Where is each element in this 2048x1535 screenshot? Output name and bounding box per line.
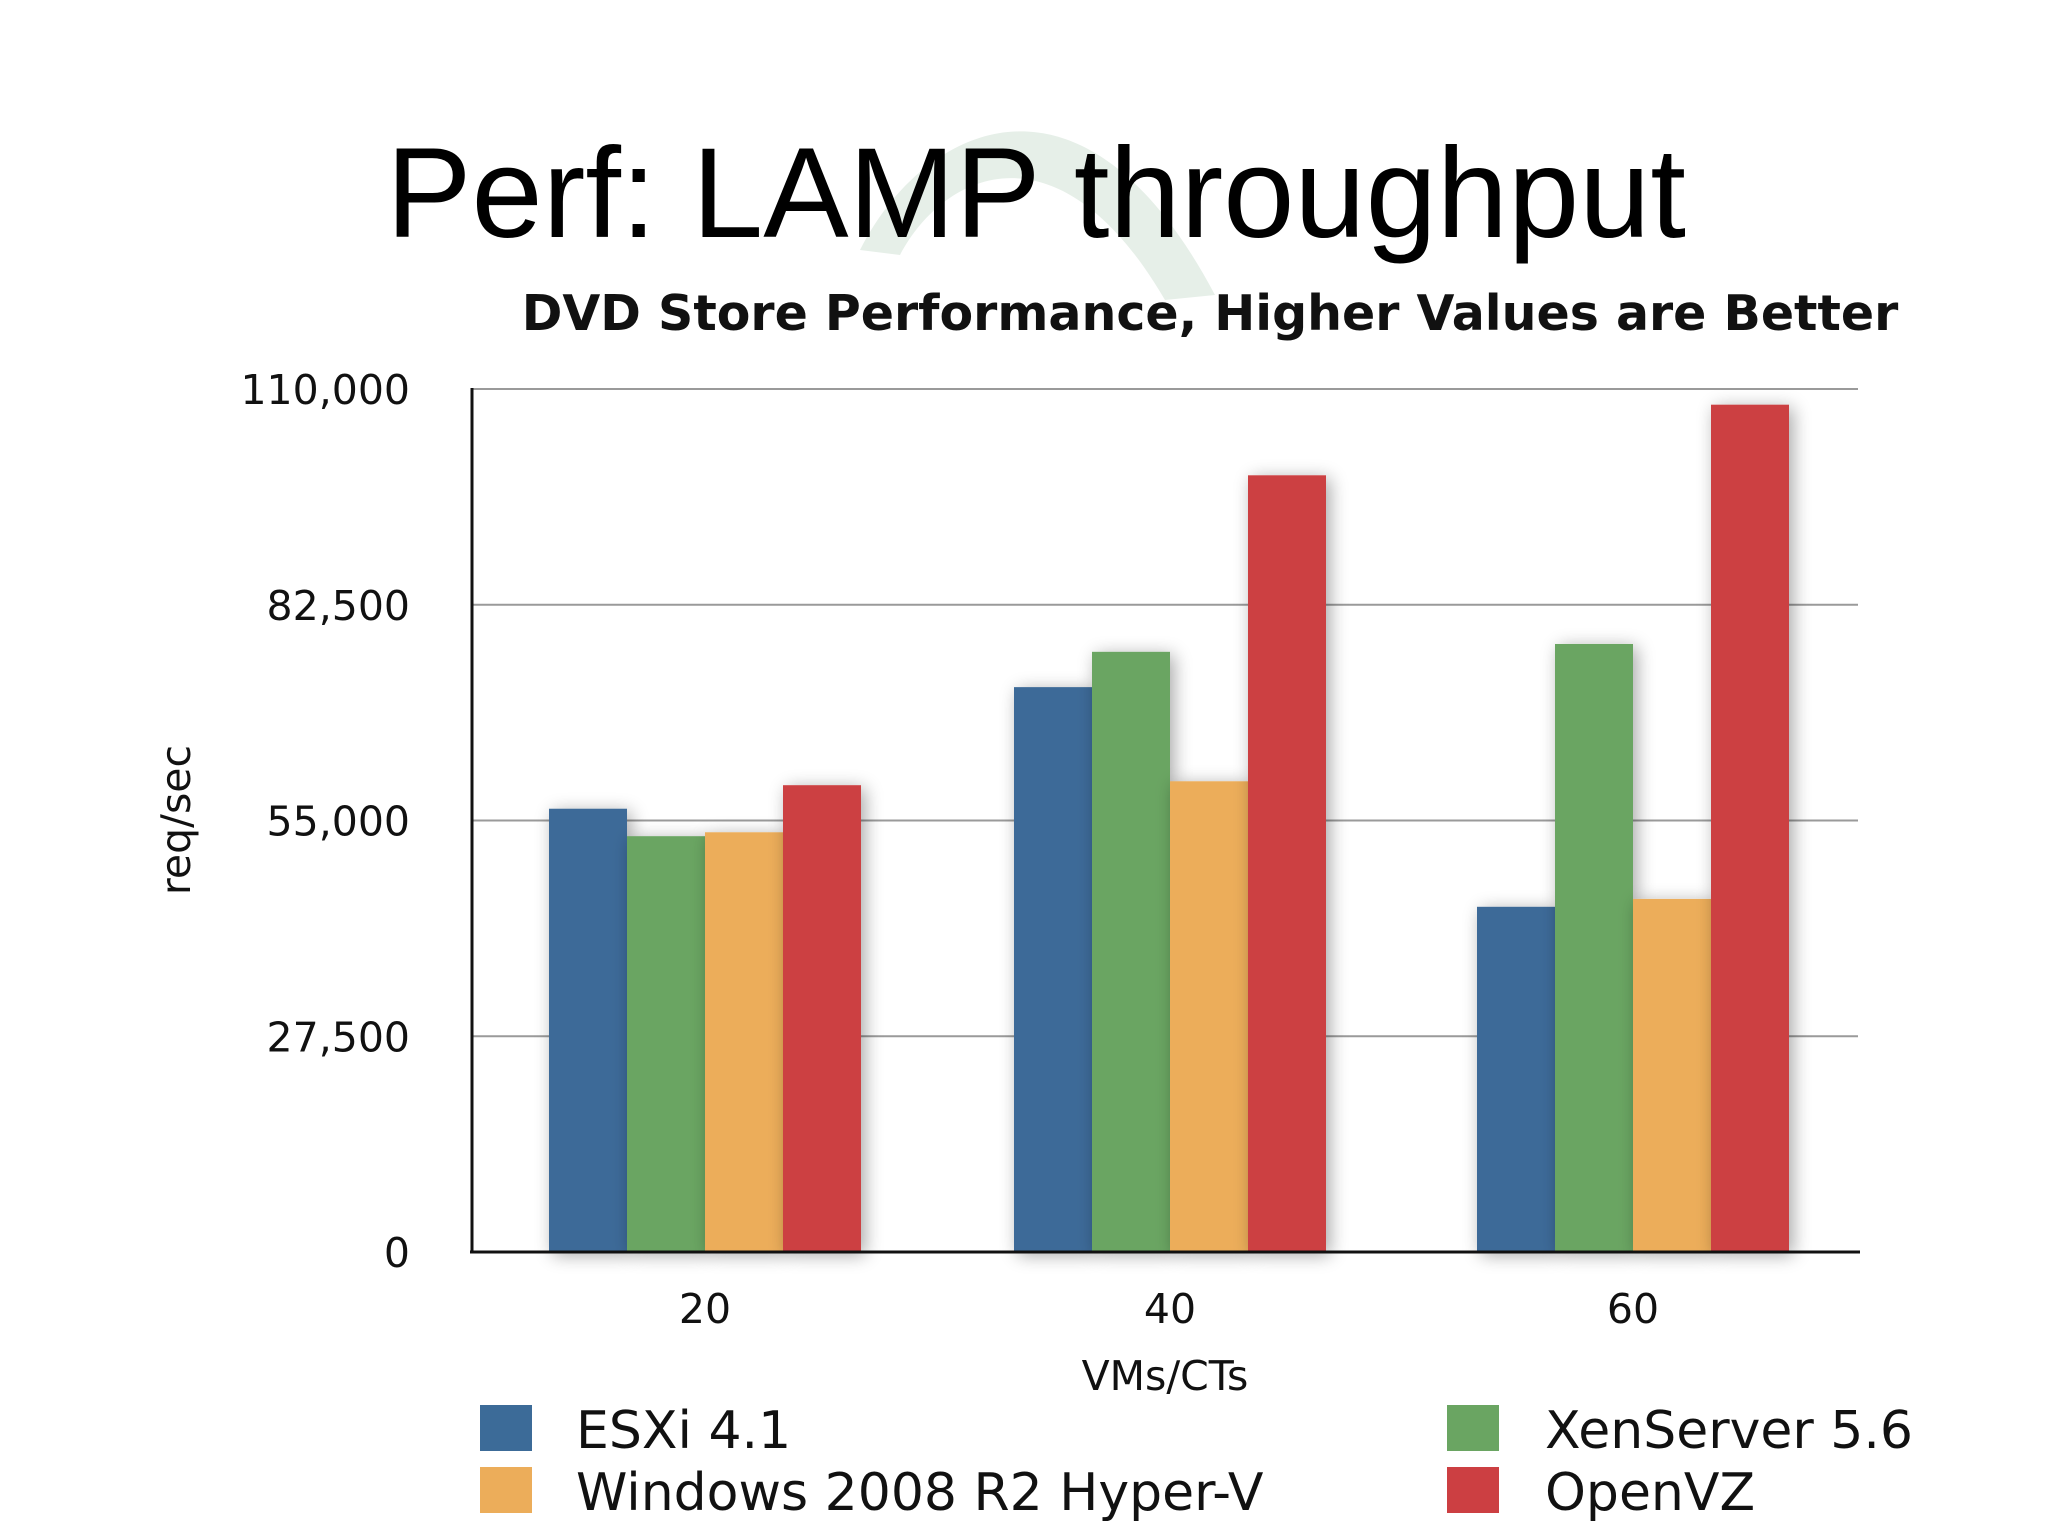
x-tick-label: 20 (679, 1285, 731, 1333)
legend-swatch-openvz (1447, 1467, 1499, 1513)
legend-swatch-esxi (480, 1405, 532, 1451)
legend-swatch-xenserver (1447, 1405, 1499, 1451)
bar-hyperv (705, 832, 783, 1252)
bar-esxi (549, 808, 627, 1252)
x-tick-label: 60 (1607, 1285, 1659, 1333)
y-tick-label: 55,000 (267, 798, 410, 846)
y-tick-label: 0 (384, 1229, 410, 1277)
bar-openvz (783, 785, 861, 1252)
y-axis-ticks: 0 27,500 55,000 82,500 110,000 (240, 366, 410, 1277)
legend-label-hyperv: Windows 2008 R2 Hyper-V (576, 1463, 1264, 1523)
chart-title: DVD Store Performance, Higher Values are… (522, 285, 1899, 342)
x-tick-label: 40 (1144, 1285, 1196, 1333)
bar-hyperv (1633, 898, 1711, 1252)
bar-hyperv (1170, 781, 1248, 1252)
legend-swatch-hyperv (480, 1467, 532, 1513)
legend-label-esxi: ESXi 4.1 (576, 1401, 791, 1461)
bar-xenserver (1092, 651, 1170, 1252)
x-axis-title: VMs/CTs (1082, 1352, 1249, 1400)
y-axis-title: req/sec (152, 745, 200, 895)
bar-xenserver (627, 836, 705, 1252)
x-axis-ticks: 20 40 60 (679, 1285, 1659, 1333)
bar-esxi (1477, 906, 1555, 1252)
legend-label-xenserver: XenServer 5.6 (1545, 1401, 1913, 1461)
bars (549, 404, 1789, 1252)
bar-openvz (1711, 404, 1789, 1252)
legend: ESXi 4.1 XenServer 5.6 Windows 2008 R2 H… (480, 1401, 1913, 1523)
bar-openvz (1248, 475, 1326, 1252)
legend-label-openvz: OpenVZ (1545, 1463, 1755, 1523)
y-tick-label: 27,500 (267, 1013, 410, 1061)
y-tick-label: 82,500 (267, 582, 410, 630)
bar-esxi (1014, 687, 1092, 1252)
bar-xenserver (1555, 643, 1633, 1252)
y-tick-label: 110,000 (240, 366, 410, 414)
slide-title: Perf: LAMP throughput (386, 122, 1686, 265)
